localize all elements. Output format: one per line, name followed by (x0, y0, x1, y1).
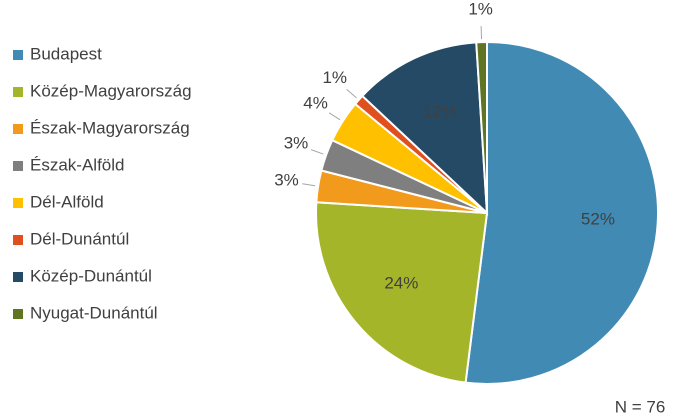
legend-label: Közép-Magyarország (30, 81, 192, 100)
pie-slice (315, 201, 489, 384)
data-label: 3% (284, 134, 309, 153)
legend-swatch (13, 87, 23, 97)
legend-label: Budapest (30, 44, 102, 63)
legend-label: Észak-Magyarország (30, 118, 190, 137)
pie-slice (360, 41, 489, 216)
legend-swatch (13, 161, 23, 171)
legend-label: Észak-Alföld (30, 155, 124, 174)
data-label: 4% (303, 94, 328, 113)
data-label: 1% (468, 0, 493, 19)
leader-line (310, 149, 324, 155)
legend-label: Közép-Dunántúl (30, 266, 152, 285)
legend-swatch (13, 124, 23, 134)
legend-label: Dél-Alföld (30, 192, 104, 211)
legend-label: Dél-Dunántúl (30, 229, 129, 248)
data-label: 3% (274, 171, 299, 190)
legend-swatch (13, 309, 23, 319)
legend-label: Nyugat-Dunántúl (30, 303, 158, 322)
data-label: 12% (423, 102, 457, 121)
pie-slice (464, 40, 659, 385)
legend-swatch (13, 198, 23, 208)
legend-swatch (13, 50, 23, 60)
data-label: 24% (384, 273, 418, 292)
legend-swatch (13, 272, 23, 282)
pie-slice (475, 40, 488, 214)
data-label: 52% (581, 209, 615, 228)
leader-line (302, 183, 316, 187)
data-label: 1% (322, 68, 347, 87)
leader-line (328, 112, 341, 121)
sample-size-note: N = 76 (615, 397, 666, 416)
leader-line (346, 88, 357, 99)
legend-swatch (13, 235, 23, 245)
